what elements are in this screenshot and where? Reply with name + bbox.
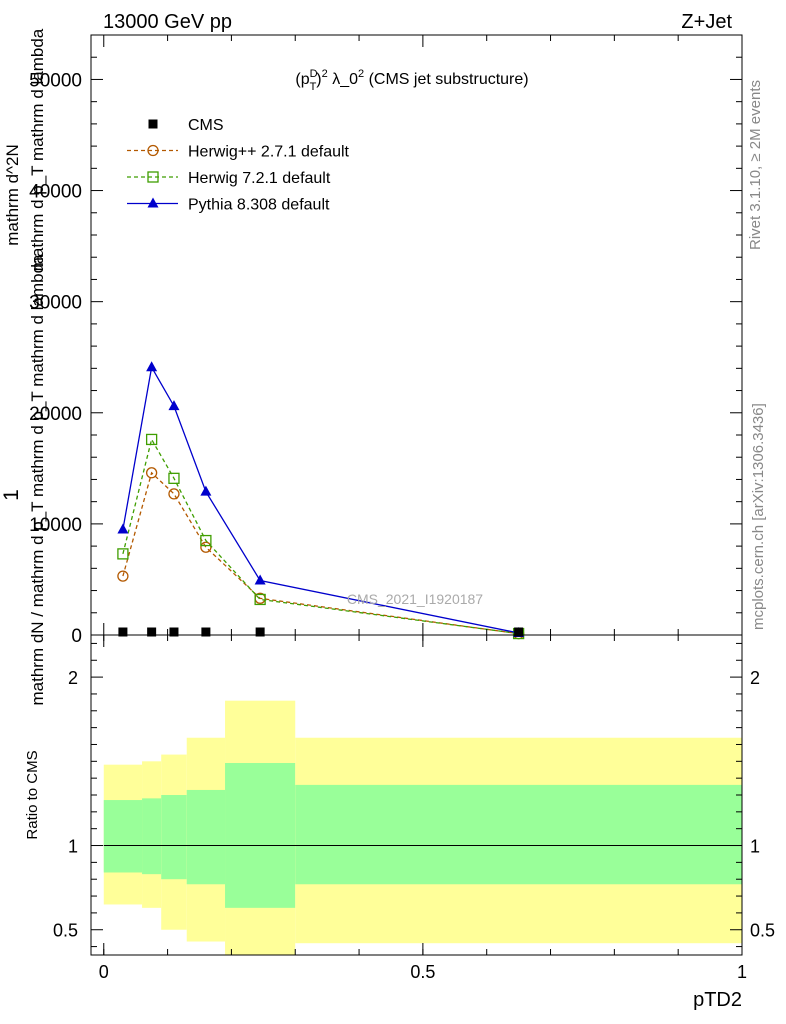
- legend-marker-0: [148, 119, 158, 129]
- rivet-label: Rivet 3.1.10, ≥ 2M events: [747, 80, 764, 250]
- y-axis-label: 1 mathrm dN / mathrm d p_T mathrm d p_T …: [0, 28, 47, 705]
- ratio-inner-band-3: [186, 789, 226, 885]
- y-axis-label-line-1: 1: [0, 489, 23, 501]
- series-line-1: [122, 471, 519, 635]
- title-part-b: ): [316, 71, 321, 88]
- legend-label-2: Herwig 7.2.1 default: [188, 170, 331, 187]
- data-point-2-2: [168, 472, 180, 484]
- data-point-2-4: [254, 593, 266, 606]
- main-panel-ticks: 0 10000 20000 30000 40000 50000: [29, 34, 743, 647]
- legend: CMS Herwig++ 2.7.1 default Herwig 7.2.1 de…: [127, 117, 350, 214]
- data-point-0-4: [255, 627, 265, 637]
- header-process: Z+Jet: [681, 11, 732, 33]
- data-point-2-3: [200, 534, 212, 547]
- main-panel: 0 10000 20000 30000 40000 50000 CMS_2021_I192…: [0, 28, 743, 705]
- ratio-panel: 0 0.5 1 0.5 0.5 1 1 2 2 Ratio to CMS pTD2: [24, 634, 775, 1011]
- title-part-c: λ_0: [328, 71, 358, 88]
- data-point-1-3: [200, 541, 212, 553]
- ratio-y-tick-label-right-2: 2: [750, 668, 760, 688]
- series-line-3: [122, 365, 519, 634]
- data-point-3-1: [146, 361, 158, 372]
- x-tick-label-2: 1: [737, 962, 747, 982]
- y-tick-label-2: 20000: [29, 404, 82, 425]
- x-tick-label-0: 0: [99, 962, 109, 982]
- title-part-a: (p: [295, 71, 309, 88]
- data-point-2-0: [117, 548, 129, 560]
- series-0: [118, 627, 524, 637]
- data-point-0-0: [118, 627, 128, 637]
- title-sub-1: T: [310, 81, 317, 93]
- ratio-y-tick-label-left-1: 1: [68, 837, 78, 857]
- legend-marker-2: [147, 171, 159, 183]
- legend-label-3: Pythia 8.308 default: [188, 197, 330, 214]
- ratio-y-tick-label-left-0: 0.5: [53, 921, 78, 941]
- title-sup-3: 2: [358, 68, 364, 80]
- title-sup-1: D: [310, 68, 318, 80]
- mcplots-label: mcplots.cern.ch [arXiv:1306.3436]: [750, 403, 767, 630]
- y-axis-label-line-2: mathrm dN / mathrm d p_T mathrm d p_T ma…: [28, 254, 47, 706]
- data-point-1-2: [168, 488, 180, 500]
- y-axis-label-line-3: mathrm d^2N: [3, 144, 22, 246]
- data-point-0-5: [514, 627, 524, 637]
- data-point-3-4: [254, 574, 266, 585]
- header-energy: 13000 GeV pp: [103, 11, 232, 33]
- data-point-0-2: [169, 627, 179, 637]
- ratio-y-tick-label-right-0: 0.5: [750, 921, 775, 941]
- y-tick-label-5: 50000: [29, 70, 82, 91]
- x-axis-label: pTD2: [693, 989, 742, 1011]
- x-tick-label-1: 0.5: [410, 962, 435, 982]
- legend-marker-3: [147, 197, 159, 208]
- y-tick-label-1: 10000: [29, 515, 82, 536]
- title-part-d: (CMS jet substructure): [364, 71, 528, 88]
- legend-item-3: Pythia 8.308 default: [127, 197, 330, 214]
- ratio-y-tick-label-left-2: 2: [68, 668, 78, 688]
- ratio-y-axis-label: Ratio to CMS: [24, 750, 41, 839]
- legend-label-0: CMS: [188, 117, 224, 134]
- data-point-2-1: [145, 433, 158, 446]
- y-axis-label-line-4: mathrm d p_T mathrm d lambda: [28, 28, 47, 271]
- data-point-3-3: [200, 485, 212, 496]
- legend-item-1: Herwig++ 2.7.1 default: [127, 144, 350, 161]
- series-line-2: [122, 437, 519, 635]
- data-point-0-3: [201, 627, 211, 637]
- legend-item-2: Herwig 7.2.1 default: [127, 170, 331, 187]
- y-tick-label-4: 40000: [29, 182, 82, 203]
- series-1: [117, 467, 525, 640]
- data-point-1-0: [117, 570, 129, 582]
- y-tick-label-0: 0: [71, 626, 82, 647]
- ratio-inner-band-1: [142, 798, 162, 875]
- legend-marker-1: [147, 144, 159, 157]
- series-2: [117, 433, 525, 640]
- title-sup-2: 2: [322, 68, 328, 80]
- analysis-watermark: CMS_2021_I1920187: [347, 591, 483, 607]
- data-point-3-2: [168, 400, 180, 411]
- legend-label-1: Herwig++ 2.7.1 default: [188, 144, 350, 161]
- ratio-inner-band-5: [295, 784, 742, 885]
- y-tick-label-3: 30000: [29, 293, 82, 314]
- chart-title: (pD T)2 λ_02 (CMS jet substructure): [295, 68, 528, 93]
- ratio-inner-band-4: [225, 763, 296, 908]
- legend-item-0: CMS: [148, 117, 224, 134]
- main-panel-marks: [117, 361, 525, 640]
- ratio-panel-ticks: 0 0.5 1 0.5 0.5 1 1 2 2: [53, 635, 775, 982]
- data-point-1-1: [145, 467, 158, 479]
- ratio-y-tick-label-right-1: 1: [750, 837, 760, 857]
- ratio-inner-band-2: [161, 795, 187, 880]
- ratio-bands: [103, 700, 742, 955]
- data-point-3-0: [117, 523, 129, 534]
- ratio-inner-band-0: [103, 800, 143, 873]
- data-point-0-1: [147, 627, 157, 637]
